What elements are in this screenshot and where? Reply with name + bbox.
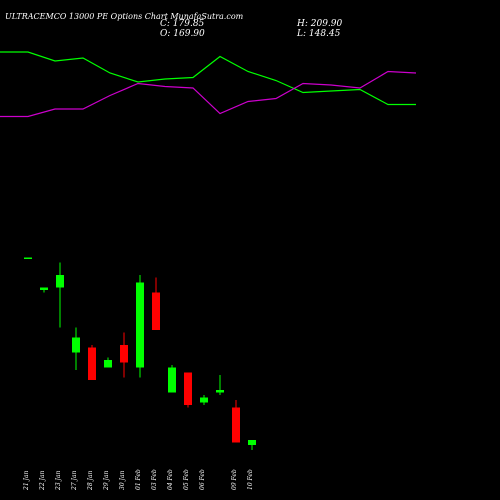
date-tick-label: 27 Jan (71, 470, 78, 491)
candle-body (120, 345, 128, 363)
candle-body (232, 407, 240, 443)
candle (248, 440, 256, 450)
date-tick-label: 28 Jan (87, 470, 94, 491)
date-tick-label: 22 Jan (39, 470, 46, 491)
chart-title: ULTRACEMCO 13000 PE Options Chart Munafa… (5, 12, 244, 21)
candle (232, 400, 240, 443)
candle (40, 287, 48, 293)
candle (136, 275, 144, 378)
candle-body (136, 282, 144, 368)
candle-body (168, 367, 176, 393)
candle (72, 327, 80, 370)
candle-body (56, 275, 64, 288)
candle-body (104, 360, 112, 368)
candle-body (152, 292, 160, 330)
candle-body (184, 372, 192, 405)
date-tick-label: 23 Jan (55, 470, 62, 491)
candle (200, 395, 208, 405)
candle (88, 345, 96, 380)
candle (216, 375, 224, 395)
candle (152, 277, 160, 330)
close-value: C: 179.85 (160, 19, 205, 29)
date-tick-label: 05 Feb (183, 469, 190, 490)
open-value: O: 169.90 (160, 29, 205, 39)
candle-body (24, 257, 32, 259)
date-tick-label: 21 Jan (23, 470, 30, 491)
candle-body (248, 440, 256, 445)
date-tick-label: 03 Feb (151, 469, 158, 490)
date-tick-label: 04 Feb (167, 469, 174, 490)
date-tick-label: 09 Feb (231, 469, 238, 490)
high-value: H: 209.90 (297, 19, 343, 29)
date-tick-label: 30 Jan (119, 470, 126, 490)
date-tick-label: 06 Feb (199, 469, 206, 490)
candle (24, 257, 32, 259)
date-tick-label: 29 Jan (103, 470, 110, 491)
candle-body (72, 337, 80, 353)
candle (168, 365, 176, 393)
candle (104, 357, 112, 368)
date-tick-label: 01 Feb (135, 469, 142, 490)
date-tick-label: 10 Feb (247, 469, 254, 490)
candle-body (40, 287, 48, 290)
lower-indicator-line (0, 70, 417, 118)
low-value: L: 148.45 (297, 29, 341, 39)
candle (120, 332, 128, 378)
candle-body (216, 390, 224, 393)
candle (56, 262, 64, 328)
upper-indicator-line (0, 51, 416, 106)
candle (184, 372, 192, 408)
candle-body (88, 347, 96, 380)
candle-body (200, 397, 208, 403)
